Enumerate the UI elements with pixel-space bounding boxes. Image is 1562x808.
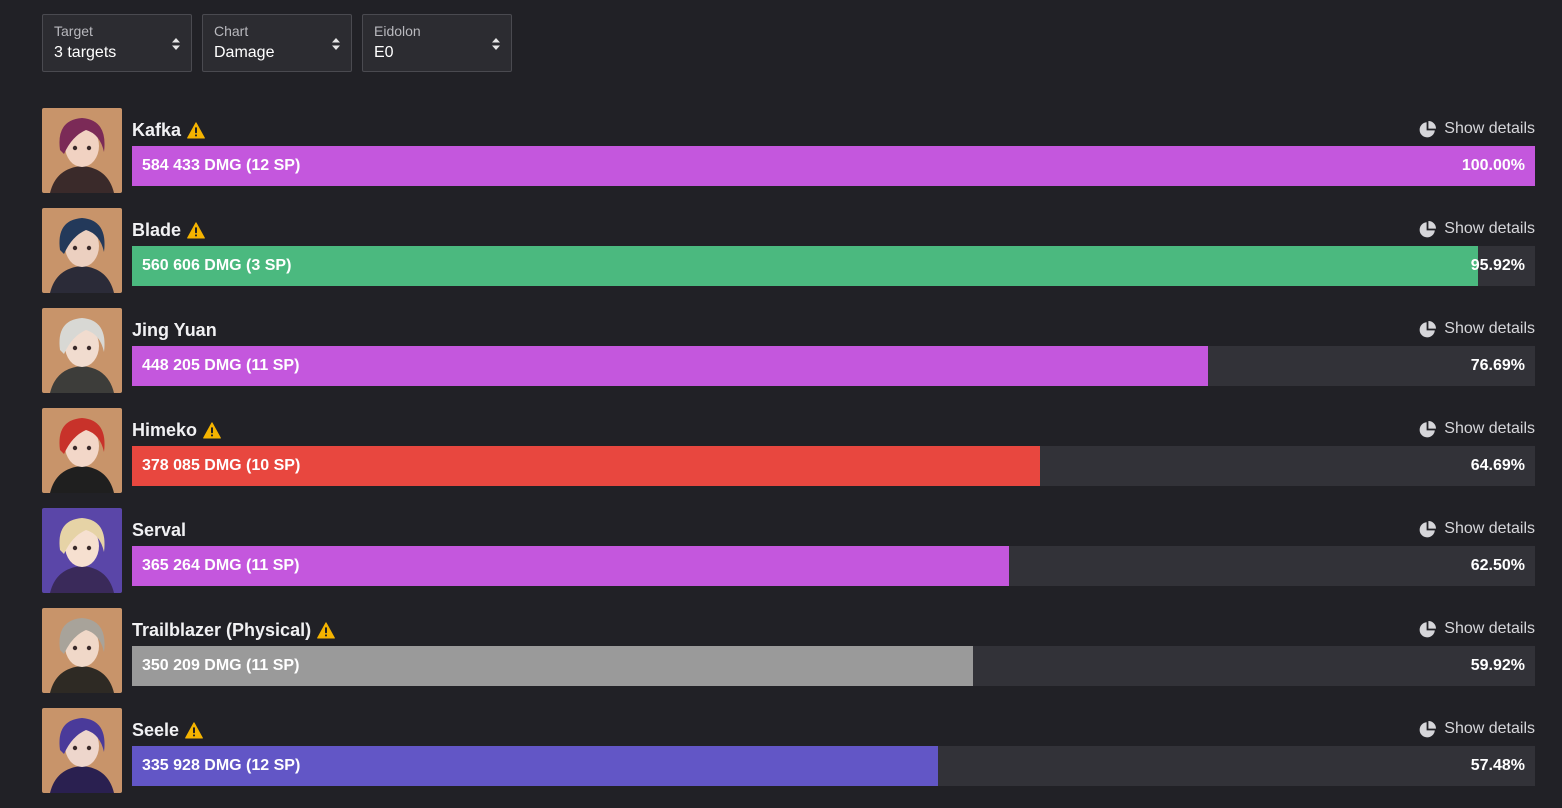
damage-bar — [132, 646, 973, 686]
target-select-value: 3 targets — [54, 44, 117, 61]
show-details-button[interactable]: Show details — [1419, 620, 1535, 638]
pie-chart-icon — [1419, 220, 1437, 237]
eidolon-select-value: E0 — [374, 44, 394, 61]
eidolon-select[interactable]: Eidolon E0 — [362, 14, 512, 72]
sort-arrows-icon — [492, 38, 500, 50]
character-row: Serval Show details 365 264 DMG (11 SP) 62.… — [42, 508, 1535, 608]
warning-icon[interactable] — [317, 621, 335, 639]
show-details-label: Show details — [1444, 420, 1535, 437]
show-details-button[interactable]: Show details — [1419, 320, 1535, 338]
damage-value-label: 378 085 DMG (10 SP) — [142, 457, 301, 474]
damage-bar-track: 335 928 DMG (12 SP) 57.48% — [132, 746, 1535, 786]
character-name-line: Kafka — [132, 118, 205, 142]
show-details-label: Show details — [1444, 520, 1535, 537]
pie-chart-icon — [1419, 420, 1437, 437]
show-details-button[interactable]: Show details — [1419, 520, 1535, 538]
chart-select-label: Chart — [214, 23, 249, 39]
show-details-button[interactable]: Show details — [1419, 120, 1535, 138]
damage-value-label: 365 264 DMG (11 SP) — [142, 557, 300, 574]
damage-percent-label: 59.92% — [1470, 657, 1525, 674]
damage-bar — [132, 246, 1478, 286]
character-name: Jing Yuan — [132, 319, 217, 340]
chart-select-value: Damage — [214, 44, 275, 61]
damage-bar-track: 378 085 DMG (10 SP) 64.69% — [132, 446, 1535, 486]
character-name-line: Blade — [132, 218, 205, 242]
character-name-line: Trailblazer (Physical) — [132, 618, 335, 642]
eidolon-select-label: Eidolon — [374, 23, 421, 39]
character-name-line: Serval — [132, 518, 186, 542]
character-row: Seele Show details 335 928 DMG (12 SP) 57.4… — [42, 708, 1535, 808]
damage-percent-label: 57.48% — [1470, 757, 1525, 774]
show-details-button[interactable]: Show details — [1419, 420, 1535, 438]
character-avatar — [42, 408, 122, 493]
pie-chart-icon — [1419, 120, 1437, 137]
damage-value-label: 350 209 DMG (11 SP) — [142, 657, 300, 674]
damage-bar — [132, 346, 1208, 386]
pie-chart-icon — [1419, 620, 1437, 637]
damage-bar-track: 584 433 DMG (12 SP) 100.00% — [132, 146, 1535, 186]
sort-arrows-icon — [332, 38, 340, 50]
pie-chart-icon — [1419, 720, 1437, 737]
character-name: Seele — [132, 719, 180, 740]
damage-value-label: 335 928 DMG (12 SP) — [142, 757, 301, 774]
damage-percent-label: 95.92% — [1470, 257, 1525, 274]
show-details-button[interactable]: Show details — [1419, 220, 1535, 238]
show-details-label: Show details — [1444, 320, 1535, 337]
damage-value-label: 560 606 DMG (3 SP) — [142, 257, 292, 274]
warning-icon[interactable] — [203, 421, 221, 439]
character-avatar — [42, 708, 122, 793]
damage-bar — [132, 146, 1535, 186]
character-name: Blade — [132, 219, 182, 240]
character-avatar — [42, 608, 122, 693]
damage-bar — [132, 746, 938, 786]
damage-percent-label: 64.69% — [1470, 457, 1525, 474]
character-name-line: Himeko — [132, 418, 221, 442]
show-details-button[interactable]: Show details — [1419, 720, 1535, 738]
character-avatar — [42, 208, 122, 293]
filter-bar: Target 3 targets Chart Damage Eidolon E0 — [42, 14, 512, 72]
damage-bar-track: 365 264 DMG (11 SP) 62.50% — [132, 546, 1535, 586]
warning-icon[interactable] — [187, 221, 205, 239]
damage-percent-label: 62.50% — [1470, 557, 1525, 574]
pie-chart-icon — [1419, 320, 1437, 337]
warning-icon[interactable] — [185, 721, 203, 739]
pie-chart-icon — [1419, 520, 1437, 537]
chart-select[interactable]: Chart Damage — [202, 14, 352, 72]
character-avatar — [42, 108, 122, 193]
character-row: Kafka Show details 584 433 DMG (12 SP) 100.… — [42, 108, 1535, 208]
character-row: Blade Show details 560 606 DMG (3 SP) 95.92… — [42, 208, 1535, 308]
damage-bar-track: 560 606 DMG (3 SP) 95.92% — [132, 246, 1535, 286]
damage-value-label: 448 205 DMG (11 SP) — [142, 357, 300, 374]
character-row: Himeko Show details 378 085 DMG (10 SP) 64.… — [42, 408, 1535, 508]
damage-chart: Kafka Show details 584 433 DMG (12 SP) 100.… — [42, 108, 1535, 808]
show-details-label: Show details — [1444, 120, 1535, 137]
warning-icon[interactable] — [187, 121, 205, 139]
damage-value-label: 584 433 DMG (12 SP) — [142, 157, 301, 174]
character-row: Trailblazer (Physical) Show details 350 20… — [42, 608, 1535, 708]
target-select[interactable]: Target 3 targets — [42, 14, 192, 72]
damage-bar — [132, 546, 1009, 586]
damage-bar — [132, 446, 1040, 486]
character-name: Kafka — [132, 119, 182, 140]
character-avatar — [42, 308, 122, 393]
character-row: Jing Yuan Show details 448 205 DMG (11 SP)… — [42, 308, 1535, 408]
show-details-label: Show details — [1444, 720, 1535, 737]
character-name: Trailblazer (Physical) — [132, 619, 312, 640]
character-avatar — [42, 508, 122, 593]
character-name-line: Seele — [132, 718, 203, 742]
show-details-label: Show details — [1444, 620, 1535, 637]
damage-percent-label: 76.69% — [1470, 357, 1525, 374]
damage-bar-track: 448 205 DMG (11 SP) 76.69% — [132, 346, 1535, 386]
damage-bar-track: 350 209 DMG (11 SP) 59.92% — [132, 646, 1535, 686]
show-details-label: Show details — [1444, 220, 1535, 237]
character-name: Serval — [132, 519, 187, 540]
damage-percent-label: 100.00% — [1461, 157, 1525, 174]
target-select-label: Target — [54, 23, 93, 39]
sort-arrows-icon — [172, 38, 180, 50]
character-name-line: Jing Yuan — [132, 318, 217, 342]
character-name: Himeko — [132, 419, 198, 440]
